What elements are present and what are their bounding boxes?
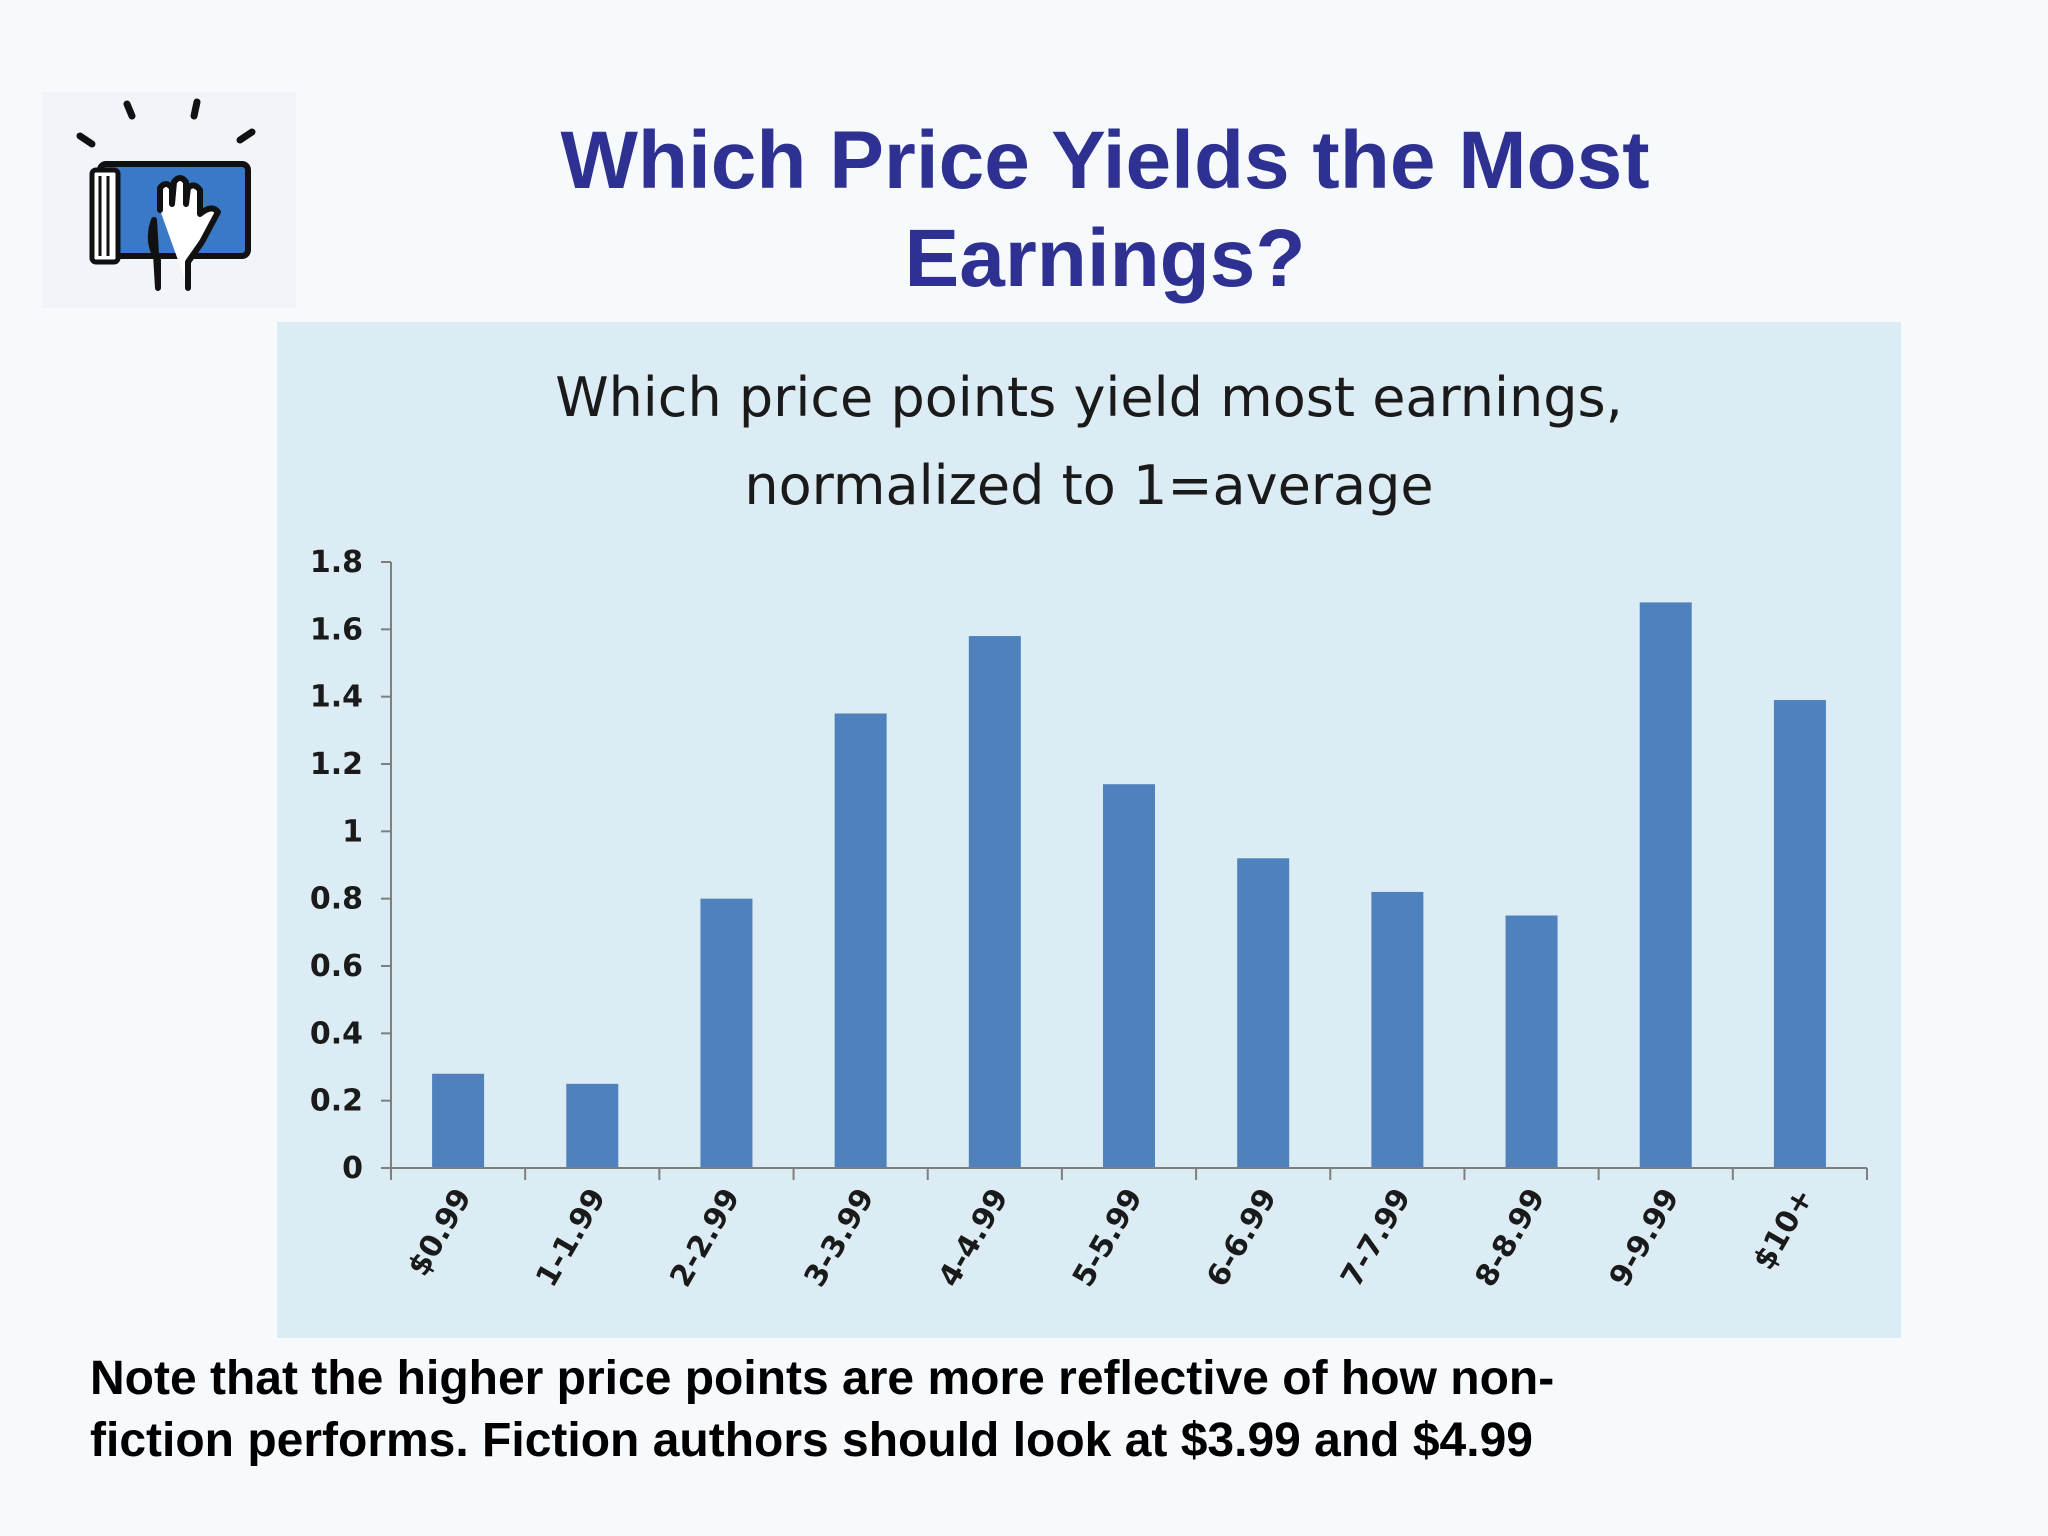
y-tick-label: 1.2 xyxy=(310,747,363,782)
y-tick-label: 1.4 xyxy=(310,680,363,715)
footnote: Note that the higher price points are mo… xyxy=(90,1348,1970,1472)
slide-title-line-2: Earnings? xyxy=(904,213,1306,304)
chart-title-line-1: Which price points yield most earnings, xyxy=(555,366,1623,429)
y-tick-label: 1.6 xyxy=(310,612,363,647)
x-tick-label: 6-6.99 xyxy=(1200,1183,1284,1293)
x-tick-label: 8-8.99 xyxy=(1468,1183,1552,1293)
book-hand-icon-graphic xyxy=(76,98,256,291)
bar xyxy=(968,636,1021,1168)
slide-title-line-1: Which Price Yields the Most xyxy=(560,115,1650,206)
x-tick-label: 1-1.99 xyxy=(529,1183,613,1293)
x-tick-label: 2-2.99 xyxy=(663,1183,747,1293)
x-tick-label: 4-4.99 xyxy=(932,1183,1016,1293)
footnote-line-1: Note that the higher price points are mo… xyxy=(90,1352,1555,1405)
x-tick-label: 9-9.99 xyxy=(1603,1183,1687,1293)
x-tick-label: 3-3.99 xyxy=(798,1183,882,1293)
chart-title: Which price points yield most earnings, … xyxy=(277,354,1901,530)
x-tick-label: $10+ xyxy=(1747,1183,1821,1277)
bar xyxy=(700,898,753,1168)
bar xyxy=(1773,700,1826,1168)
slide-title: Which Price Yields the Most Earnings? xyxy=(430,112,1780,308)
y-tick-label: 1.8 xyxy=(310,545,363,580)
y-tick-label: 1 xyxy=(342,814,363,849)
bar xyxy=(1103,784,1155,1168)
bar xyxy=(1371,891,1424,1168)
y-tick-label: 0.6 xyxy=(310,949,363,984)
chart-title-line-2: normalized to 1=average xyxy=(744,454,1434,517)
bar xyxy=(834,713,887,1168)
bar xyxy=(432,1073,485,1168)
bar xyxy=(1639,602,1692,1168)
y-tick-label: 0.8 xyxy=(310,882,363,917)
bar xyxy=(566,1083,619,1168)
bar xyxy=(1505,915,1558,1168)
y-tick-label: 0.4 xyxy=(310,1016,363,1051)
x-tick-label: 7-7.99 xyxy=(1334,1183,1418,1293)
book-hand-icon xyxy=(42,92,296,308)
y-tick-label: 0.2 xyxy=(310,1084,363,1119)
y-tick-label: 0 xyxy=(342,1151,363,1186)
chart-panel: 0 0.2 0.4 0.6 0.8 1 1.2 1.4 1.6 1.8 $0.99 1-1.99 2-2… xyxy=(277,322,1901,1338)
footnote-line-2: fiction performs. Fiction authors should… xyxy=(90,1414,1533,1467)
bar xyxy=(1237,858,1290,1168)
x-tick-label: 5-5.99 xyxy=(1066,1183,1150,1293)
bar-chart: 0 0.2 0.4 0.6 0.8 1 1.2 1.4 1.6 1.8 $0.99 1-1.99 2-2… xyxy=(310,545,1868,1293)
x-tick-label: $0.99 xyxy=(401,1183,479,1283)
